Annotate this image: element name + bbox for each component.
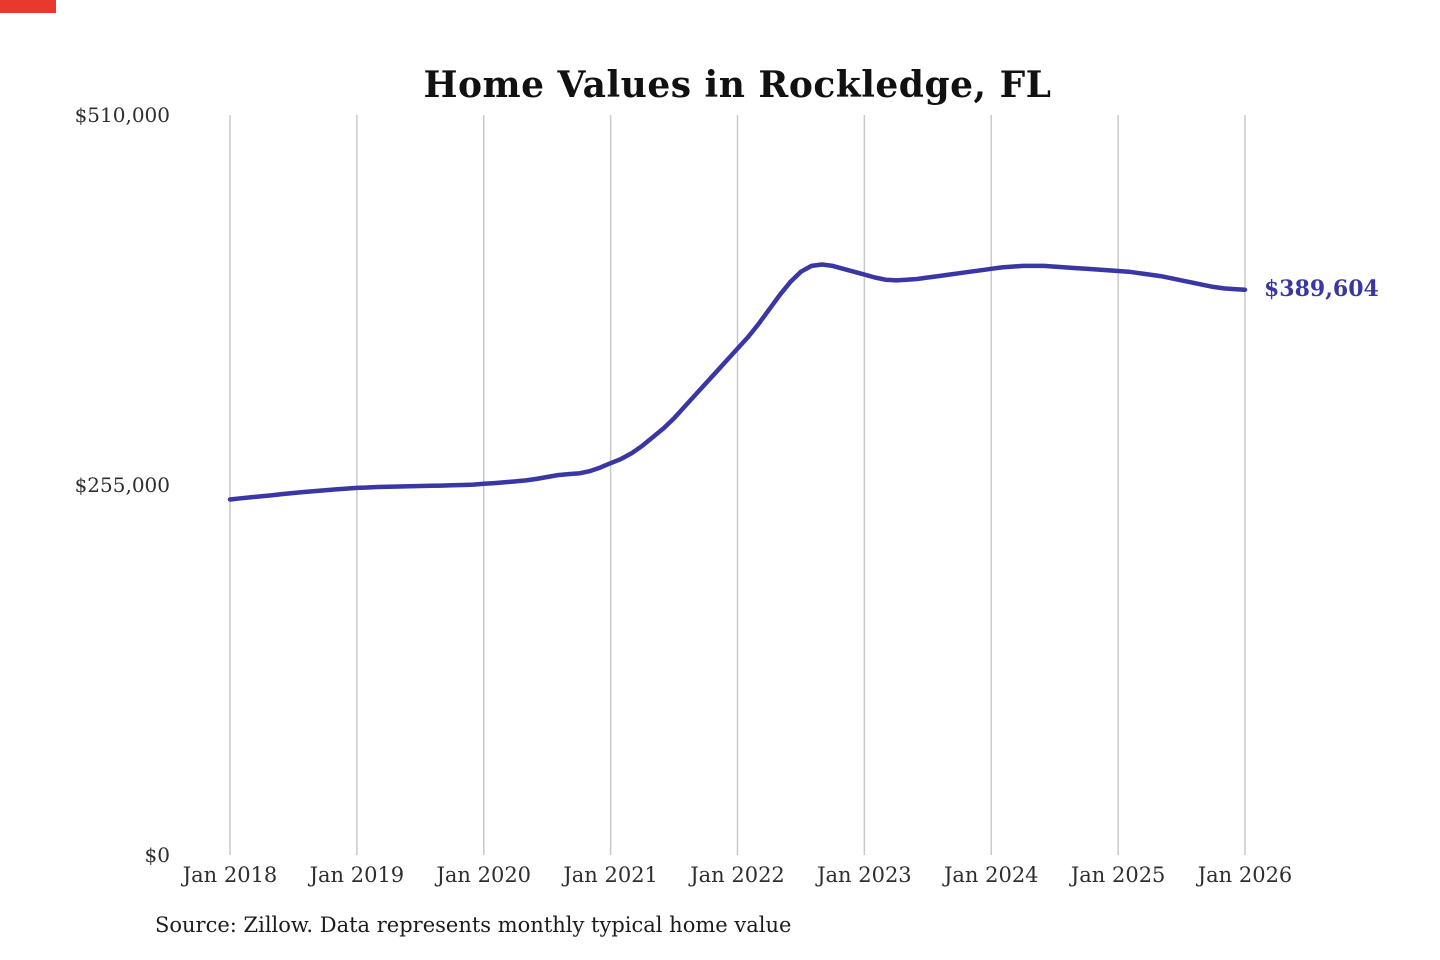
top-left-red-artifact (0, 0, 56, 13)
x-tick-label: Jan 2025 (1069, 863, 1166, 887)
x-tick-label: Jan 2026 (1196, 863, 1293, 887)
x-tick-label: Jan 2019 (308, 863, 405, 887)
x-tick-label: Jan 2022 (688, 863, 785, 887)
current-value-label: $389,604 (1264, 275, 1379, 302)
y-tick-label: $510,000 (75, 103, 170, 127)
home-value-line (227, 262, 1248, 502)
chart-title: Home Values in Rockledge, FL (423, 64, 1052, 107)
source-note: Source: Zillow. Data represents monthly … (155, 913, 792, 937)
x-tick-label: Jan 2021 (561, 863, 658, 887)
x-tick-label: Jan 2020 (434, 863, 531, 887)
x-tick-label: Jan 2024 (942, 863, 1039, 887)
y-tick-label: $255,000 (75, 473, 170, 497)
x-tick-label: Jan 2018 (181, 863, 278, 887)
x-tick-label: Jan 2023 (815, 863, 912, 887)
y-tick-label: $0 (145, 843, 170, 867)
